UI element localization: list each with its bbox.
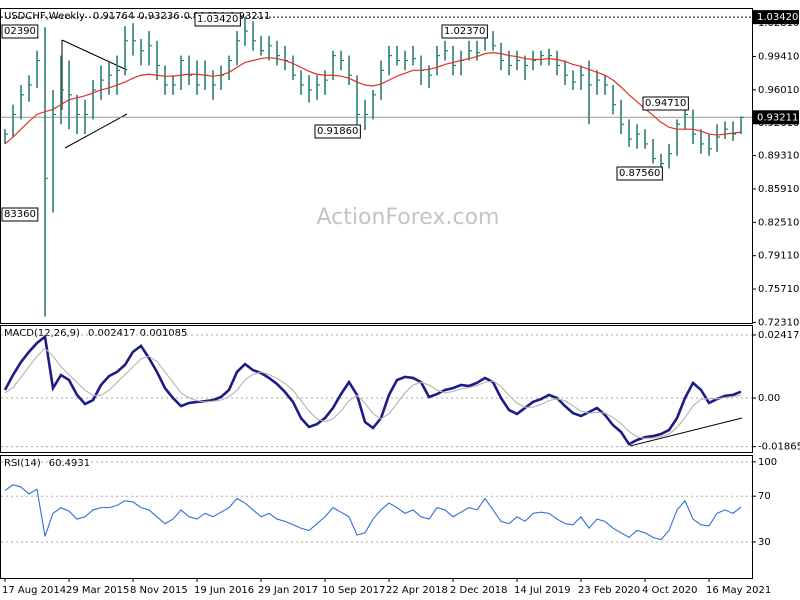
x-tick-label: 14 Jul 2019 xyxy=(514,585,571,596)
annotation: 0.94710 xyxy=(642,96,689,111)
panel-header: RSI(14) 60.4931 xyxy=(4,458,90,469)
panel-title: RSI(14) xyxy=(4,458,41,469)
y-tick-label: 0.024174 xyxy=(758,330,800,341)
annotation-box xyxy=(194,12,241,27)
annotation-label: 0.94710 xyxy=(645,98,686,109)
y-tick-label: 0.79110 xyxy=(758,251,799,262)
y-tick-label: 0.85910 xyxy=(758,184,799,195)
x-tick-label: 10 Sep 2017 xyxy=(322,585,385,596)
annotation: 02390 xyxy=(1,24,39,39)
y-tick-label: 30 xyxy=(758,537,771,548)
y-tick-label: 0.72310 xyxy=(758,317,799,328)
x-tick-label: 29 Jan 2017 xyxy=(258,585,318,596)
annotation-label: 1.02370 xyxy=(444,26,485,37)
panel-title: USDCHF,Weekly xyxy=(4,11,85,22)
rsi-panel xyxy=(0,455,753,579)
y-tick-label: 0.00 xyxy=(758,393,780,404)
annotation: 83360 xyxy=(1,207,39,222)
header-value: 0.93211 xyxy=(229,11,270,22)
annotation-label: 83360 xyxy=(4,209,36,220)
annotation-label: 0.87560 xyxy=(619,168,660,179)
x-tick-label: 29 Mar 2015 xyxy=(66,585,129,596)
annotation-box xyxy=(616,166,663,181)
y-tick-label: 70 xyxy=(758,491,771,502)
x-tick-label: 23 Feb 2020 xyxy=(578,585,640,596)
annotation-box xyxy=(642,96,689,111)
header-value: 0.001085 xyxy=(140,328,188,339)
annotation-label: 02390 xyxy=(4,26,36,37)
x-tick-label: 2 Dec 2018 xyxy=(450,585,508,596)
y-tick-label: 0.89310 xyxy=(758,151,799,162)
annotation-label: 1.03420 xyxy=(197,14,238,25)
macd-panel xyxy=(0,325,753,453)
macd-trendline xyxy=(629,417,743,447)
panel-title: MACD(12,26,9) xyxy=(4,328,80,339)
annotation-box xyxy=(1,24,39,39)
y-tick-label: 0.75710 xyxy=(758,284,799,295)
panel-header: MACD(12,26,9) 0.002417 0.001085 xyxy=(4,328,187,339)
annotation: 1.02370 xyxy=(441,24,488,39)
y-tick-label: 0.99410 xyxy=(758,51,799,62)
watermark: ActionForex.com xyxy=(317,205,500,230)
x-tick-label: 8 Nov 2015 xyxy=(130,585,188,596)
y-tick-label: 0.82510 xyxy=(758,217,799,228)
indicator-line xyxy=(3,334,742,446)
annotation-box xyxy=(314,124,361,139)
annotation-box xyxy=(441,24,488,39)
annotation: 0.87560 xyxy=(616,166,663,181)
header-value: 60.4931 xyxy=(49,458,90,469)
x-tick-label: 17 Aug 2014 xyxy=(2,585,66,596)
x-tick-label: 22 Apr 2018 xyxy=(386,585,448,596)
triangle-line xyxy=(64,113,128,149)
y-tick-label: -0.018653 xyxy=(758,442,800,453)
y-tick-label: 0.96010 xyxy=(758,85,799,96)
header-value: 0.93236 xyxy=(138,11,179,22)
indicator-line xyxy=(4,484,742,541)
moving-average xyxy=(4,52,742,145)
x-tick-label: 19 Jun 2016 xyxy=(194,585,254,596)
annotation: 0.91860 xyxy=(314,124,361,139)
price-label-box xyxy=(753,110,799,125)
annotation-label: 0.91860 xyxy=(317,126,358,137)
header-value: 0.91764 xyxy=(93,11,134,22)
triangle-line xyxy=(61,39,128,71)
price-panel xyxy=(0,8,753,324)
x-tick-label: 16 May 2021 xyxy=(706,585,771,596)
price-label: 0.93211 xyxy=(757,112,798,123)
indicator-line xyxy=(4,347,742,439)
y-tick-label: 100 xyxy=(758,457,777,468)
price-label-box xyxy=(753,10,799,25)
header-value: 0.002417 xyxy=(88,328,136,339)
annotation-box xyxy=(1,207,39,222)
x-tick-label: 4 Oct 2020 xyxy=(642,585,697,596)
annotation: 1.03420 xyxy=(194,12,241,27)
price-label: 1.03420 xyxy=(757,12,798,23)
